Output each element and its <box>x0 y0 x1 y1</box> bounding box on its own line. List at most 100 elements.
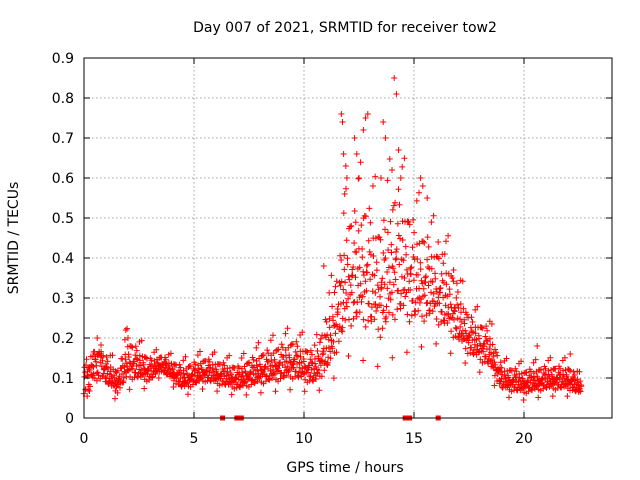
data-point <box>287 386 294 393</box>
data-point <box>289 341 296 347</box>
data-point <box>399 163 406 170</box>
data-point <box>95 372 102 379</box>
data-point <box>343 237 350 244</box>
data-point-peak <box>341 191 348 197</box>
data-point <box>314 348 321 354</box>
data-point <box>138 337 145 344</box>
data-point <box>380 217 387 224</box>
data-point <box>384 177 391 184</box>
data-point <box>420 238 427 245</box>
data-point <box>307 347 314 354</box>
data-point <box>486 345 493 352</box>
data-point <box>412 311 419 318</box>
data-point <box>400 302 407 309</box>
data-point <box>213 368 220 375</box>
data-point <box>547 354 554 361</box>
data-point <box>336 323 343 330</box>
data-point <box>389 311 396 318</box>
data-point <box>267 337 274 344</box>
data-point <box>366 300 372 307</box>
data-point <box>338 257 345 263</box>
data-point <box>351 240 358 246</box>
data-point <box>519 377 526 384</box>
data-point <box>513 368 520 375</box>
data-point <box>343 299 350 306</box>
data-point <box>257 363 264 370</box>
data-point <box>350 264 357 270</box>
data-point <box>329 303 336 310</box>
data-point <box>98 342 104 348</box>
data-point <box>176 369 183 376</box>
data-point <box>303 348 310 355</box>
data-point <box>393 248 399 255</box>
data-point <box>404 311 411 318</box>
data-point <box>364 261 371 268</box>
data-point <box>348 322 355 329</box>
data-point <box>488 321 495 327</box>
data-point <box>398 273 405 280</box>
data-point <box>359 293 366 300</box>
data-point <box>326 324 333 331</box>
data-point <box>538 366 545 373</box>
data-point <box>335 338 342 345</box>
data-point <box>492 361 499 368</box>
data-point <box>351 208 358 214</box>
data-point <box>224 368 231 375</box>
data-point <box>331 289 338 296</box>
data-point <box>576 368 583 375</box>
data-point <box>505 374 512 381</box>
data-point <box>85 386 92 393</box>
data-point <box>445 232 452 239</box>
data-point <box>563 373 570 380</box>
data-point <box>482 333 489 340</box>
data-point <box>577 388 584 395</box>
data-point <box>328 272 335 279</box>
data-point <box>399 237 406 243</box>
data-point <box>422 279 429 286</box>
data-point <box>424 299 431 306</box>
data-point <box>518 358 525 365</box>
data-point <box>520 397 527 403</box>
data-point <box>460 305 467 312</box>
data-point <box>124 325 131 332</box>
data-point-peak <box>343 175 350 181</box>
data-point <box>491 359 498 366</box>
data-point <box>492 346 498 353</box>
data-point <box>446 291 453 298</box>
axes <box>83 57 613 419</box>
data-point <box>182 353 189 360</box>
data-point <box>425 282 432 289</box>
data-point-peak <box>339 119 346 125</box>
data-point <box>378 279 385 286</box>
data-point <box>332 283 339 290</box>
data-point <box>100 352 107 359</box>
data-point-peak <box>441 251 448 257</box>
data-point <box>326 289 333 296</box>
data-point <box>312 363 319 370</box>
data-point <box>343 290 350 296</box>
data-point <box>453 280 460 287</box>
data-point <box>209 365 216 372</box>
data-point <box>425 243 432 250</box>
data-point <box>414 256 421 262</box>
y-tick-label: 0.3 <box>52 291 74 307</box>
data-point <box>498 364 505 371</box>
data-point <box>185 391 191 398</box>
data-point <box>421 292 428 299</box>
data-point <box>153 346 160 353</box>
data-point <box>238 355 245 361</box>
data-point <box>420 285 427 292</box>
data-point <box>300 358 307 365</box>
data-point <box>388 289 395 296</box>
data-point <box>180 357 187 364</box>
data-point <box>418 343 425 350</box>
data-point <box>141 385 148 392</box>
data-point <box>378 284 385 291</box>
data-point <box>346 276 353 283</box>
data-point <box>457 301 464 307</box>
data-point <box>393 255 400 262</box>
y-tick-label: 0.9 <box>52 51 74 67</box>
x-tick-label: 5 <box>190 431 199 447</box>
data-point <box>221 362 228 369</box>
data-point <box>415 271 421 278</box>
